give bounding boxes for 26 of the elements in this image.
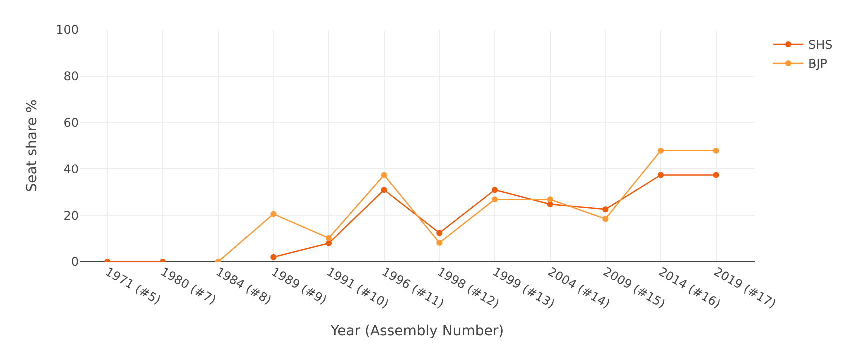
legend-label: BJP <box>808 57 828 72</box>
y-tick-label: 60 <box>64 116 79 130</box>
y-tick-label: 80 <box>64 70 79 84</box>
point <box>381 172 388 178</box>
y-axis-title: Seat share % <box>24 100 41 192</box>
point <box>381 187 388 194</box>
point <box>658 148 664 154</box>
point <box>602 216 609 222</box>
point <box>436 240 443 246</box>
point <box>326 235 332 242</box>
point <box>547 196 554 203</box>
point <box>713 148 720 154</box>
y-tick-label: 0 <box>71 255 79 270</box>
point <box>270 211 277 218</box>
point <box>270 254 277 260</box>
y-tick-label: 20 <box>64 208 79 223</box>
point <box>492 187 498 194</box>
x-axis-title: Year (Assembly Number) <box>330 324 504 340</box>
point <box>713 172 720 178</box>
y-tick-label: 40 <box>64 162 79 176</box>
point <box>602 206 609 213</box>
point <box>436 230 443 236</box>
point <box>492 196 498 203</box>
point <box>658 172 664 178</box>
legend-label: SHS <box>808 38 833 52</box>
y-tick-label: 100 <box>56 23 79 38</box>
